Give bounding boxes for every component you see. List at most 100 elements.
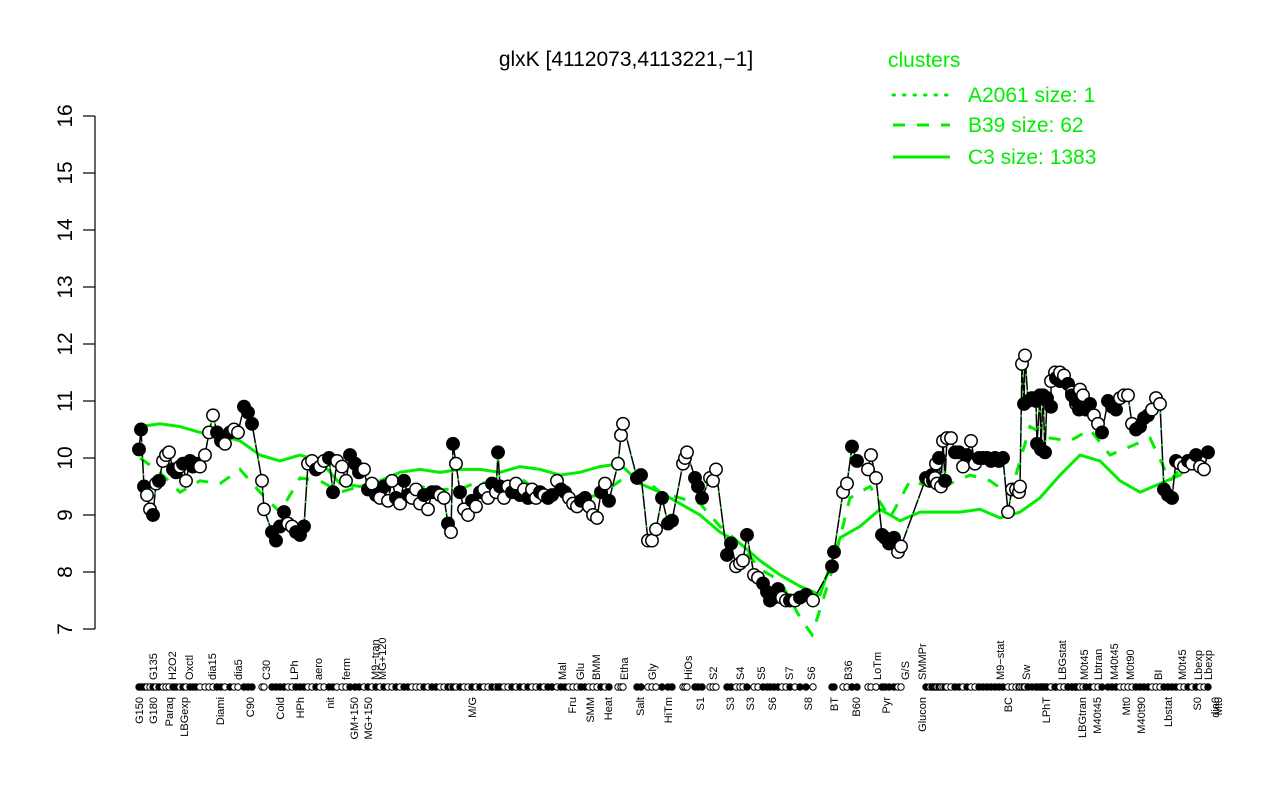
x-tick-label: HPh [295, 697, 307, 718]
x-marker [658, 683, 666, 691]
data-point [449, 456, 463, 471]
data-point [740, 527, 754, 542]
x-tick-label: M40t45 [1092, 697, 1104, 734]
data-point [146, 508, 160, 522]
x-tick-label: M9−stat [995, 641, 1007, 680]
data-point [1165, 490, 1179, 505]
data-point [365, 476, 379, 491]
data-point [162, 445, 176, 460]
x-tick-label: LPh [289, 660, 301, 680]
data-point [634, 468, 648, 483]
x-tick-label: M/G [467, 697, 479, 718]
data-point [806, 593, 820, 608]
x-marker [698, 683, 706, 691]
data-point [277, 505, 291, 520]
x-tick-label: LBGtran [1077, 697, 1089, 738]
y-tick-label: 9 [54, 509, 77, 521]
data-point [938, 473, 952, 488]
x-tick-label: SMM [585, 697, 597, 723]
x-marker [802, 683, 810, 691]
x-tick-label: M0t90 [1125, 649, 1137, 680]
x-tick-label: G135 [148, 653, 160, 680]
x-tick-label: Pyr [881, 697, 893, 714]
x-marker [743, 683, 751, 691]
x-tick-label: Glu [575, 663, 587, 680]
x-tick-label: GM+150 [349, 697, 361, 740]
data-point [421, 502, 435, 517]
data-series [132, 348, 1215, 608]
data-point [611, 456, 625, 471]
cluster-b39-line [139, 424, 1211, 639]
x-marker [260, 683, 268, 691]
data-point [706, 473, 720, 488]
data-point [850, 453, 864, 468]
x-tick-label: MG+150 [363, 697, 375, 740]
data-point [709, 462, 723, 477]
data-point [397, 473, 411, 488]
data-point [469, 499, 483, 514]
x-tick-label: Sw [1021, 665, 1033, 680]
data-point [1001, 505, 1015, 520]
y-tick-label: 12 [54, 332, 77, 355]
x-tick-label: LBGexp [179, 697, 191, 737]
data-point [869, 470, 883, 485]
x-tick-label: LBGstat [1057, 640, 1069, 680]
x-tick-label: ferm [341, 658, 353, 680]
x-tick-label: BI [1153, 670, 1165, 680]
x-tick-label: Lbtran [1093, 649, 1105, 680]
data-point [840, 476, 854, 491]
x-tick-label: Paraq [164, 697, 176, 726]
x-marker [872, 683, 880, 691]
y-tick-label: 10 [54, 446, 77, 469]
x-tick-label: Lbstat [1163, 697, 1175, 727]
x-tick-label: MG+120 [377, 638, 389, 681]
x-tick-label: M40t90 [1136, 697, 1148, 734]
x-tick-label: S4 [735, 667, 747, 680]
data-point [179, 473, 193, 488]
data-point [602, 493, 616, 508]
data-point [257, 502, 271, 517]
data-point [152, 473, 166, 488]
data-point [1121, 388, 1135, 403]
legend-label-a2061: A2061 size: 1 [968, 84, 1095, 107]
data-point [1201, 445, 1215, 460]
data-point [437, 490, 451, 505]
data-point [736, 553, 750, 568]
y-tick-label: 16 [54, 104, 77, 127]
x-tick-label: H2O2 [167, 651, 179, 680]
y-tick-label: 14 [54, 218, 77, 242]
data-point [864, 448, 878, 463]
data-point [645, 533, 659, 548]
legend-label-c3: C3 size: 1383 [968, 146, 1096, 169]
data-point [691, 479, 705, 494]
y-tick-label: 7 [54, 623, 77, 635]
x-tick-label: Lbexp [1203, 650, 1215, 680]
x-axis: G150 G180 Paraq LBGexp Diami C90 Cold HPh nit GM+… [134, 638, 1225, 740]
data-point [255, 473, 269, 488]
x-marker [234, 683, 242, 691]
x-tick-label: S1 [695, 697, 707, 710]
data-point [491, 445, 505, 460]
data-point [827, 545, 841, 559]
data-point [297, 519, 311, 534]
data-point [134, 422, 148, 437]
x-tick-label: C30 [261, 660, 273, 680]
x-marker [683, 683, 691, 691]
legend-label-b39: B39 size: 62 [968, 114, 1084, 137]
x-tick-label: dia5 [233, 659, 245, 680]
x-tick-label: M0t45 [1177, 649, 1189, 680]
x-tick-label: G150 [134, 697, 146, 724]
data-point [461, 508, 475, 522]
data-point [894, 539, 908, 554]
data-point [649, 522, 663, 537]
data-point [724, 536, 738, 551]
x-tick-label: dia15 [207, 653, 219, 680]
x-tick-label: S2 [708, 667, 720, 680]
data-point [680, 445, 694, 460]
data-point [198, 448, 212, 463]
x-marker [796, 683, 804, 691]
data-point [1083, 396, 1097, 411]
x-tick-label: LoTm [872, 652, 884, 680]
